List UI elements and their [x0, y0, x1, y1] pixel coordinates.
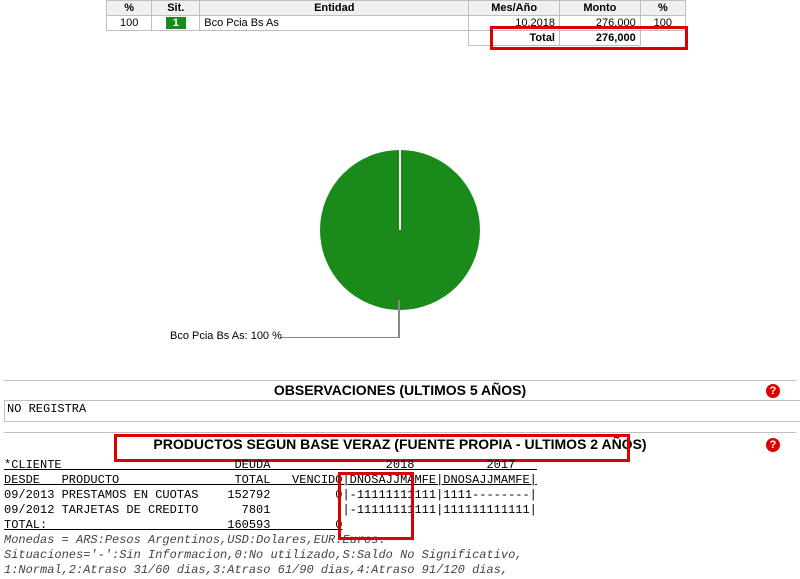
- pie-leader: [280, 337, 400, 338]
- cell-monto: 276,000: [560, 16, 641, 31]
- cell-sit: 1: [152, 16, 200, 31]
- help-icon[interactable]: ?: [766, 438, 780, 452]
- observaciones-text: NO REGISTRA: [4, 400, 800, 422]
- th-sit: Sit.: [152, 1, 200, 16]
- th-pct2: %: [640, 1, 685, 16]
- cell-pct2: 100: [640, 16, 685, 31]
- pie-leader: [398, 300, 400, 338]
- entity-table-header: % Sit. Entidad Mes/Año Monto %: [107, 1, 686, 16]
- divider: [4, 432, 796, 433]
- cell-pct: 100: [107, 16, 152, 31]
- divider: [4, 380, 796, 381]
- total-label: Total: [469, 31, 560, 46]
- sit-badge: 1: [166, 17, 186, 29]
- footnote: Situaciones='-':Sin Informacion,0:No uti…: [4, 548, 796, 563]
- observaciones-title: OBSERVACIONES (ULTIMOS 5 AÑOS): [0, 382, 800, 398]
- productos-row: 09/2013 PRESTAMOS EN CUOTAS 152792 0|-11…: [4, 488, 796, 503]
- total-value: 276,000: [560, 31, 641, 46]
- productos-total: TOTAL: 160593 0: [4, 518, 796, 533]
- entity-table-row: 100 1 Bco Pcia Bs As 10.2018 276,000 100: [107, 16, 686, 31]
- pie-divider: [399, 150, 401, 230]
- th-mesano: Mes/Año: [469, 1, 560, 16]
- footnote: 1:Normal,2:Atraso 31/60 dias,3:Atraso 61…: [4, 563, 796, 578]
- productos-title: PRODUCTOS SEGUN BASE VERAZ (FUENTE PROPI…: [0, 436, 800, 452]
- productos-report: *CLIENTE DEUDA 2018 2017 DESDE PRODUCTO …: [4, 458, 796, 578]
- productos-header1: *CLIENTE DEUDA 2018 2017: [4, 458, 796, 473]
- productos-header2: DESDE PRODUCTO TOTAL VENCIDO|DNOSAJJMAMF…: [4, 473, 796, 488]
- cell-entidad: Bco Pcia Bs As: [200, 16, 469, 31]
- productos-row: 09/2012 TARJETAS DE CREDITO 7801 |-11111…: [4, 503, 796, 518]
- th-entidad: Entidad: [200, 1, 469, 16]
- pie-chart: Bco Pcia Bs As: 100 %: [280, 150, 520, 350]
- pie-label: Bco Pcia Bs As: 100 %: [170, 330, 282, 342]
- cell-mesano: 10.2018: [469, 16, 560, 31]
- entity-table-total: Total 276,000: [107, 31, 686, 46]
- footnote: Monedas = ARS:Pesos Argentinos,USD:Dolar…: [4, 533, 796, 548]
- help-icon[interactable]: ?: [766, 384, 780, 398]
- th-monto: Monto: [560, 1, 641, 16]
- entity-table: % Sit. Entidad Mes/Año Monto % 100 1 Bco…: [106, 0, 686, 46]
- th-pct: %: [107, 1, 152, 16]
